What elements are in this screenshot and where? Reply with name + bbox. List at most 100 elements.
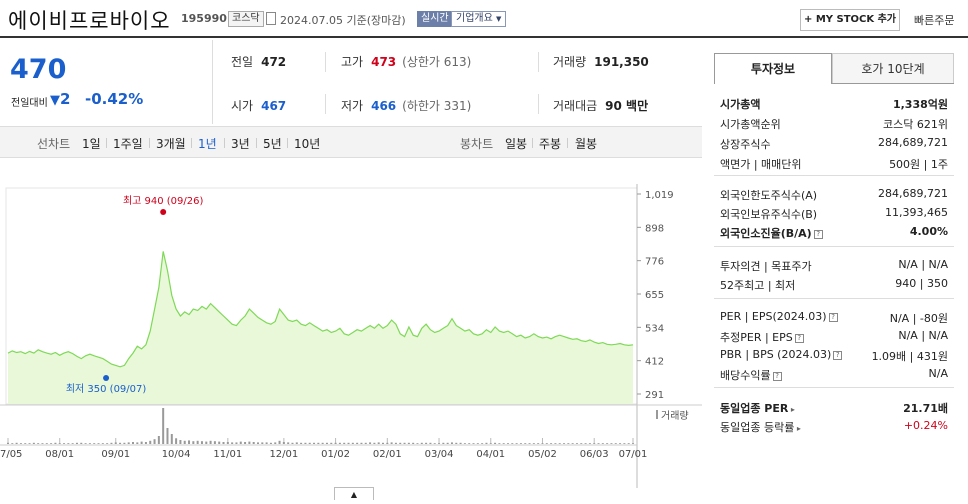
- realtime-badge[interactable]: 실시간: [417, 11, 453, 27]
- price-chart-svg: 1,019 898 776 655 534 412 291 07/05 08/01 09/01 10…: [0, 184, 702, 488]
- volume-bar: [537, 443, 540, 444]
- volume-bar: [205, 441, 208, 444]
- volume-bar: [162, 408, 165, 444]
- volume-bar: [127, 442, 130, 444]
- candle-monthly[interactable]: 월봉: [575, 137, 598, 151]
- invest-info-label: 시가총액순위: [720, 118, 781, 131]
- stock-name: 에이비프로바이오: [8, 9, 171, 33]
- help-icon[interactable]: ?: [828, 312, 838, 322]
- volume-bar: [468, 443, 471, 444]
- volume-bar: [433, 443, 436, 444]
- volume-bar: [403, 442, 406, 444]
- volume-bar: [132, 442, 134, 444]
- volume-bar: [175, 438, 178, 444]
- volume-bar: [463, 443, 466, 444]
- add-mystock-button[interactable]: + MY STOCK 추가: [800, 9, 900, 31]
- current-price: 470: [10, 54, 67, 85]
- volume-bar: [356, 442, 359, 444]
- volume-bar: [338, 442, 341, 444]
- market-badge: 코스닥: [228, 11, 264, 27]
- invest-info-label: 상장주식수: [720, 138, 771, 151]
- chevron-down-icon: ▼: [496, 15, 502, 23]
- volume-bar: [269, 442, 272, 444]
- volume-bar: [213, 441, 216, 444]
- volume-bar: [558, 443, 561, 444]
- volume-bar: [442, 442, 445, 444]
- candle-daily[interactable]: 일봉: [505, 137, 528, 151]
- quick-order-link[interactable]: 빠른주문: [914, 14, 955, 27]
- volume-bar: [567, 443, 570, 444]
- volume-bar: [494, 442, 497, 444]
- volume-bar: [420, 442, 423, 444]
- tab-orderbook[interactable]: 호가 10단계: [832, 53, 954, 84]
- volume-bar: [37, 443, 40, 444]
- invest-info-label: 시가총액: [720, 98, 761, 111]
- period-1w[interactable]: 1주일: [113, 137, 143, 151]
- volume-bar: [614, 443, 617, 444]
- volume-bar: [481, 443, 484, 444]
- invest-info-value: 1.09배 | 431원: [871, 350, 948, 363]
- volume-bar: [416, 443, 419, 444]
- volume-bar: [28, 443, 31, 444]
- period-3m[interactable]: 3개월: [156, 137, 186, 151]
- candle-weekly[interactable]: 주봉: [539, 137, 562, 151]
- volume-bar: [308, 442, 311, 444]
- volume-bar: [19, 443, 22, 444]
- chart-collapse-button[interactable]: ▲: [334, 487, 374, 500]
- volume-bar: [114, 442, 117, 444]
- period-1d[interactable]: 1일: [82, 137, 101, 151]
- volume-bar: [321, 442, 324, 444]
- volume-bar: [455, 442, 458, 444]
- volume-bar: [532, 443, 535, 444]
- volume-bar: [601, 443, 604, 444]
- volume-bar: [429, 442, 432, 444]
- volume-bar: [575, 443, 578, 444]
- volume-bar: [188, 440, 191, 444]
- period-3y[interactable]: 3년: [231, 137, 250, 151]
- invest-info-label: 액면가 | 매매단위: [720, 158, 802, 171]
- volume-bar: [71, 443, 74, 444]
- volume-bar: [261, 442, 264, 444]
- invest-info-value: +0.24%: [903, 419, 948, 432]
- period-5y[interactable]: 5년: [263, 137, 282, 151]
- volume-bar: [588, 443, 591, 444]
- x-tick-label: 01/02: [321, 449, 350, 460]
- volume-bar: [580, 443, 583, 444]
- section-divider: [714, 387, 954, 388]
- volume-bar: [183, 440, 186, 444]
- volume-bar: [153, 439, 156, 444]
- invest-info-label: 외국인보유주식수(B): [720, 208, 818, 221]
- down-triangle-icon: ▼: [50, 93, 60, 108]
- volume-bar: [200, 441, 203, 444]
- volume-bar: [515, 443, 518, 444]
- volume-bar: [450, 442, 453, 444]
- tab-invest-info[interactable]: 투자정보: [714, 53, 832, 84]
- period-1y[interactable]: 1년: [198, 137, 217, 151]
- current-price-block: 470 전일대비 ▼2 -0.42%: [0, 40, 212, 124]
- volume-bar: [498, 443, 501, 444]
- price-area-fill: [8, 251, 633, 404]
- help-icon[interactable]: ?: [833, 350, 843, 360]
- volume-bar: [330, 442, 333, 444]
- help-icon[interactable]: ?: [794, 333, 804, 343]
- help-icon[interactable]: ?: [813, 229, 823, 239]
- volume-bar: [274, 442, 277, 444]
- volume-bar: [386, 442, 389, 444]
- invest-info-value: N/A | N/A: [898, 329, 948, 342]
- stock-header: 에이비프로바이오 195990 코스닥 2024.07.05 기준(장마감) 실…: [0, 0, 968, 38]
- volume-bar: [192, 441, 195, 444]
- volume-bar: [563, 443, 566, 444]
- volume-bar: [511, 443, 514, 444]
- invest-info-value: 11,393,465: [885, 206, 948, 219]
- volume-bar: [257, 442, 259, 444]
- period-10y[interactable]: 10년: [294, 137, 321, 151]
- volume-bar: [50, 443, 53, 444]
- help-icon[interactable]: ?: [772, 371, 782, 381]
- volume-bar: [343, 442, 346, 444]
- volume-bar: [528, 443, 531, 444]
- volume-bar: [593, 443, 596, 444]
- company-info-dropdown[interactable]: 기업개요 ▼: [451, 11, 507, 27]
- invest-info-label: 추정PER | EPS: [720, 331, 793, 344]
- volume-bar: [231, 442, 234, 444]
- y-tick-label: 1,019: [645, 190, 674, 201]
